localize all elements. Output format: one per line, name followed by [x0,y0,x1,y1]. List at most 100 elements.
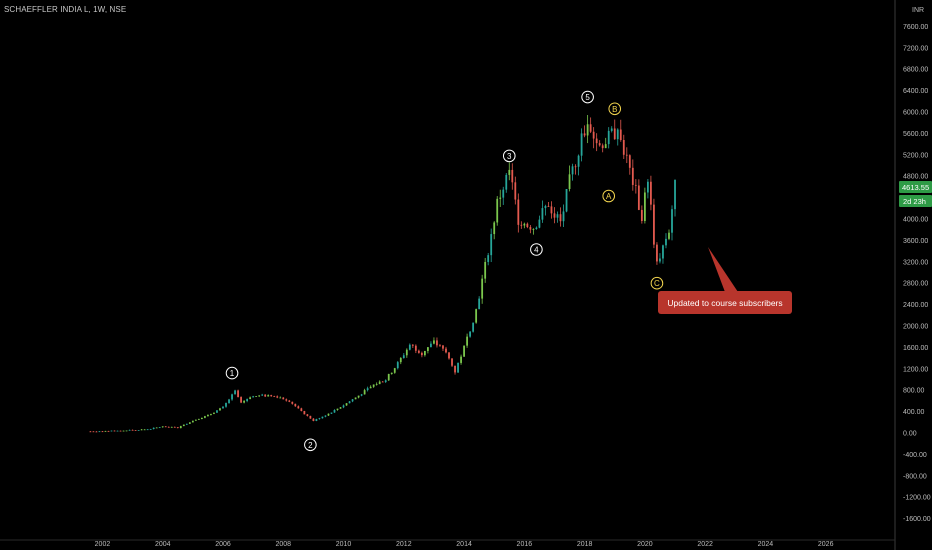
candle-body [544,205,547,209]
candle-body [478,298,481,310]
candle-body [595,138,598,144]
candle-body [580,133,583,156]
candle-body [176,427,179,429]
candle-body [381,381,384,383]
candle-body [628,155,631,168]
wave-label-2: 2 [304,438,317,452]
candle-body [170,426,173,428]
x-tick-label: 2012 [396,541,412,548]
x-tick-label: 2002 [95,541,111,548]
wave-label-text: 4 [534,245,539,254]
candle-body [496,198,499,223]
y-tick-label: -1200.00 [903,495,931,502]
symbol-label: SCHAEFFLER INDIA L, 1W, NSE [4,5,127,14]
candle-body [140,429,143,431]
candle-body [143,429,146,431]
candle-body [258,395,261,397]
candle-body [366,388,369,391]
candle-body [559,214,562,222]
candle-body [445,348,447,353]
y-tick-label: 2800.00 [903,281,928,288]
candle-body [216,410,218,413]
candle-body [210,413,212,415]
candle-body [616,129,619,140]
wave-label-text: A [606,192,612,201]
x-tick-label: 2014 [456,541,472,548]
candle-body [246,399,249,402]
candle-body [463,345,465,357]
candle-body [161,426,164,428]
candle-body [303,411,306,415]
candle-body [532,229,535,230]
candle-body [267,395,270,397]
y-tick-label: 4000.00 [903,217,928,224]
candle-body [656,244,658,262]
wave-label-circle [225,366,239,380]
y-tick-label: 6800.00 [903,67,928,74]
candle-body [493,222,496,235]
candle-body [318,418,321,420]
candle-body [634,184,637,186]
candle-body [653,204,655,245]
candle-body [472,322,475,332]
wave-label-text: C [654,279,660,288]
candle-body [306,414,309,416]
candle-body [430,343,432,348]
candle-body [339,407,342,409]
callout[interactable]: Updated to course subscribers [658,247,792,314]
candle-body [556,214,559,218]
candle-body [427,347,429,351]
candle-body [327,413,330,416]
wave-labels: 1 2 3 4 5 A B C [225,90,664,452]
candle-body [442,345,444,349]
candle-body [137,430,140,431]
candle-body [547,205,550,207]
candle-body [665,238,667,246]
candle-body [285,399,288,401]
countdown-value: 2d 23h [903,197,926,206]
candle-body [502,189,505,198]
candle-body [378,381,381,385]
candle-body [457,362,459,373]
candle-body [571,166,574,175]
y-tick-label: 4800.00 [903,174,928,181]
candle-body [393,368,396,373]
candle-body [399,358,402,363]
candle-body [529,227,532,230]
candle-body [155,427,158,429]
y-tick-label: 5600.00 [903,131,928,138]
candle-body [451,358,453,366]
candle-body [125,430,128,432]
candle-body [505,174,508,190]
candle-body [668,232,670,239]
candle-layer [89,115,676,433]
candle-body [610,128,613,131]
candle-body [110,430,113,432]
candle-body [514,182,517,200]
candle-body [360,394,363,396]
wave-label-text: B [612,105,617,114]
last-price-tag: 4613.55 [899,181,932,193]
candle-body [511,169,514,183]
wave-label-text: 3 [507,152,512,161]
candle-body [204,416,206,418]
candle-body [622,139,625,155]
candle-body [348,401,351,404]
y-tick-label: 1600.00 [903,345,928,352]
wave-label-3: 3 [502,149,516,163]
candle-body [270,395,273,397]
candle-body [182,424,185,427]
x-tick-label: 2020 [637,541,653,548]
candle-body [191,420,194,423]
wave-label-1: 1 [225,366,239,380]
candle-body [101,431,104,433]
candle-body [454,365,456,373]
candle-body [231,394,233,400]
y-tick-label: 6400.00 [903,88,928,95]
candle-body [520,224,523,226]
candle-body [321,416,324,419]
candle-body [107,430,110,432]
candle-body [128,429,131,431]
candle-body [315,419,318,421]
